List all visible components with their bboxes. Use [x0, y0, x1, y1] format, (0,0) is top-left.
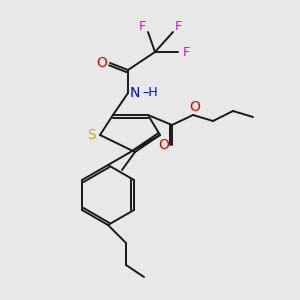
Text: N: N — [130, 86, 140, 100]
Text: F: F — [182, 46, 190, 59]
Text: F: F — [175, 20, 183, 34]
Text: F: F — [138, 20, 146, 34]
Text: –H: –H — [142, 86, 158, 100]
Text: O: O — [190, 100, 200, 114]
Text: O: O — [159, 138, 170, 152]
Text: S: S — [88, 128, 96, 142]
Text: O: O — [97, 56, 107, 70]
